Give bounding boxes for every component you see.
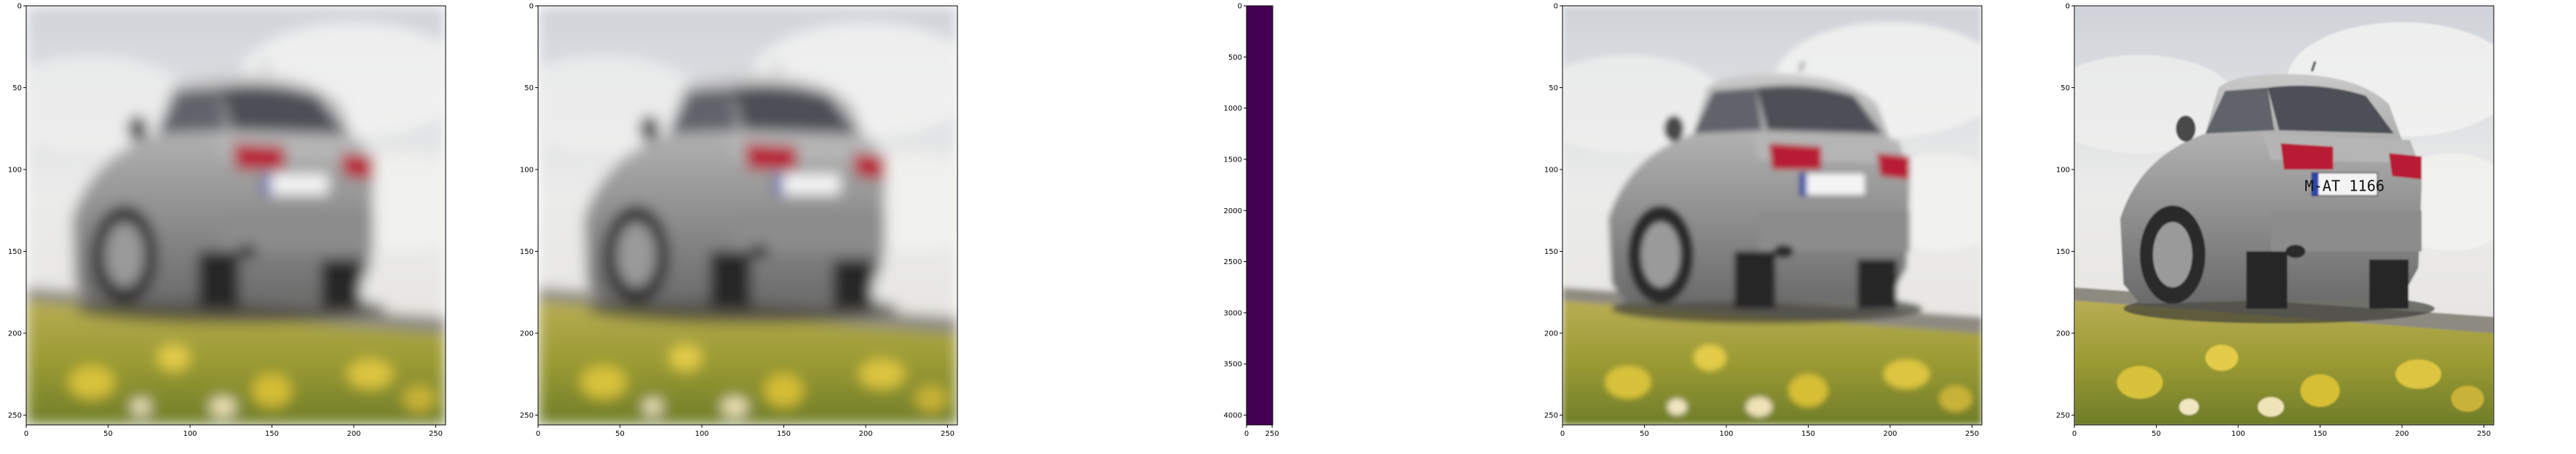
y-tick-label: 2500 [1224,258,1242,266]
axes-frame [25,5,446,426]
panel-image-1: 0 50 100 150 200 250 0 50 100 150 200 250 [8,3,446,438]
y-tick-label: 1000 [1224,105,1242,113]
y-tick-label: 150 [1544,248,1558,256]
y-tick-label: 150 [8,248,22,256]
y-tick-label: 150 [520,248,534,256]
x-tick-label: 150 [777,430,791,438]
y-tick-label: 0 [529,3,534,11]
x-tick-label: 250 [1965,430,1979,438]
x-tick-label: 250 [1265,430,1279,438]
x-tick-label: 150 [265,430,279,438]
y-tick-label: 50 [12,84,22,92]
x-tick-label: 200 [858,430,872,438]
y-tick-label: 50 [1549,84,1558,92]
y-tick-label: 200 [8,330,22,338]
y-tick-label: 100 [8,167,22,175]
y-tick-label: 100 [2056,167,2070,175]
x-tick-label: 0 [24,430,28,438]
y-tick-label: 200 [2056,330,2070,338]
plate-text: M-AT 1166 [2304,177,2385,194]
x-tick-label: 0 [536,430,540,438]
axes-frame [1562,5,1983,426]
y-tick-label: 0 [2066,3,2070,11]
y-tick-label: 3000 [1224,309,1242,317]
y-tick-label: 2000 [1224,207,1242,215]
photo-image [26,6,446,425]
x-tick-label: 200 [2395,430,2409,438]
x-tick-label: 200 [347,430,360,438]
y-tick-label: 150 [2056,248,2070,256]
x-tick-label: 0 [1560,430,1565,438]
y-tick-label: 0 [1238,3,1242,11]
x-tick-label: 250 [941,430,955,438]
y-tick-label: 250 [2056,412,2070,420]
x-tick-label: 0 [1244,430,1249,438]
photo-image [538,6,957,425]
y-tick-label: 50 [524,84,534,92]
photo-image: M-AT 1166 [2074,6,2494,425]
x-tick-label: 0 [2072,430,2077,438]
x-tick-label: 100 [695,430,708,438]
x-tick-label: 250 [429,430,443,438]
car-photo [2074,6,2494,425]
y-tick-label: 50 [2061,84,2070,92]
y-tick-label: 500 [1228,54,1242,62]
panel-image-4: M-AT 1166 0 50 100 150 200 250 0 50 100 150 200 250 [2056,3,2494,438]
x-tick-label: 150 [2313,430,2327,438]
panel-image-2: 0 50 100 150 200 250 0 50 100 150 200 250 [520,3,958,438]
x-tick-label: 250 [2477,430,2491,438]
x-tick-label: 100 [1719,430,1733,438]
x-tick-label: 100 [183,430,197,438]
panel-image-3: 0 50 100 150 200 250 0 50 100 150 200 250 [1544,3,1983,438]
x-tick-label: 150 [1801,430,1815,438]
y-tick-label: 1500 [1224,156,1242,164]
y-tick-label: 3500 [1224,361,1242,369]
y-tick-label: 250 [8,412,22,420]
x-tick-label: 50 [2152,430,2161,438]
y-tick-label: 100 [520,167,534,175]
y-tick-label: 200 [1544,330,1558,338]
y-tick-label: 250 [520,412,534,420]
heatmap-cell [1246,6,1273,425]
axes-frame [1246,5,1273,426]
y-tick-label: 0 [1554,3,1558,11]
x-tick-label: 50 [103,430,113,438]
car-photo [26,6,446,425]
x-tick-label: 200 [1883,430,1897,438]
y-tick-label: 250 [1544,412,1558,420]
y-tick-label: 100 [1544,167,1558,175]
y-tick-label: 200 [520,330,534,338]
car-photo [1562,6,1982,425]
x-tick-label: 50 [615,430,625,438]
car-photo [538,6,957,425]
x-tick-label: 100 [2231,430,2245,438]
y-tick-label: 0 [17,3,22,11]
x-tick-label: 50 [1640,430,1649,438]
axes-frame [537,5,958,426]
y-tick-label: 4000 [1224,412,1242,420]
axes-frame [2074,5,2494,426]
photo-image [1562,6,1982,425]
